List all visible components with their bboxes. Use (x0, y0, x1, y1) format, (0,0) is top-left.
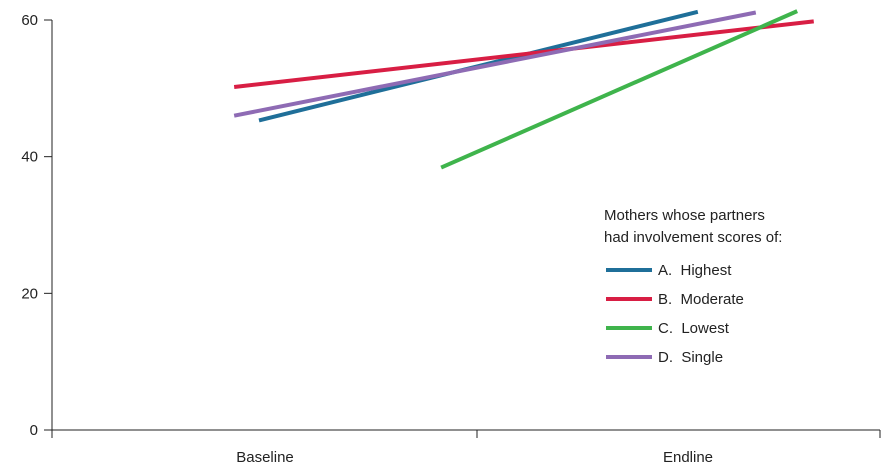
series-line-1 (233, 19, 814, 89)
legend: Mothers whose partners had involvement sc… (604, 207, 782, 366)
legend-title-line: Mothers whose partners (604, 207, 765, 224)
y-axis-ticks: 0 20 40 60 (21, 12, 52, 439)
legend-label: A. Highest (658, 262, 732, 279)
legend-label: C. Lowest (658, 320, 730, 337)
y-tick-label: 20 (21, 285, 38, 302)
series-line-3 (233, 10, 757, 118)
y-tick-label: 40 (21, 149, 38, 166)
y-tick-label: 0 (30, 422, 38, 439)
legend-label: B. Moderate (658, 291, 744, 308)
x-category-label: Baseline (236, 449, 294, 466)
y-tick-label: 60 (21, 12, 38, 29)
axes (51, 20, 880, 431)
legend-title-line: had involvement scores of: (604, 229, 782, 246)
legend-label: D. Single (658, 349, 723, 366)
series-line-2 (440, 9, 799, 170)
x-category-label: Endline (663, 449, 713, 466)
x-axis-ticks: Baseline Endline (51, 430, 881, 466)
series-lines (233, 9, 814, 170)
